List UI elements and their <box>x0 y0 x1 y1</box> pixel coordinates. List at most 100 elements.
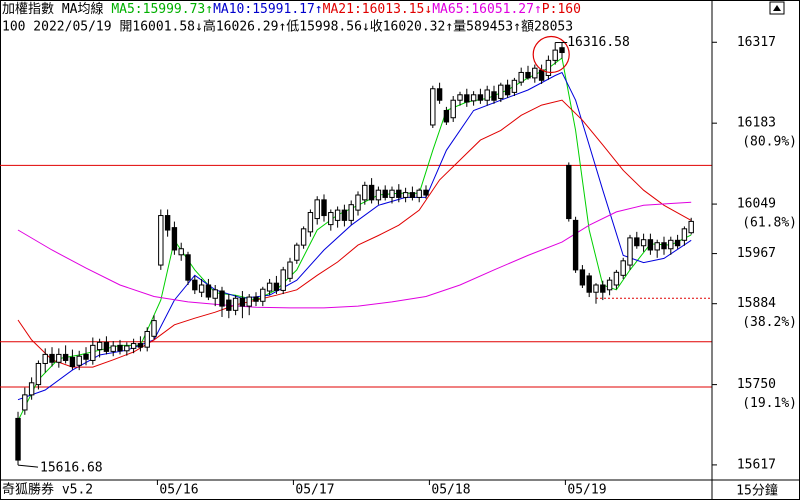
candle-body <box>627 237 633 266</box>
candle-body <box>307 212 314 233</box>
candle-body <box>552 49 558 61</box>
candle-body <box>545 59 552 76</box>
candle-body <box>362 184 368 201</box>
candle-body <box>341 209 348 221</box>
brand: 奇狐勝券 v5.2 <box>2 482 93 498</box>
candle-body <box>525 71 531 79</box>
header-item: MA65:16051.27↑ <box>432 2 542 17</box>
candle-body <box>593 284 599 293</box>
candle-body <box>416 189 422 198</box>
candle-body <box>538 69 545 81</box>
candle-body <box>76 355 82 366</box>
candle-body <box>151 320 157 337</box>
candle-body <box>532 67 538 79</box>
candle-body <box>457 94 463 101</box>
candle-body <box>470 94 477 102</box>
candle-body <box>266 282 273 292</box>
candle-body <box>192 279 198 291</box>
candle-body <box>117 344 123 352</box>
header: 加權指數 MA均線 MA5:15999.73↑MA10:15991.17↑MA2… <box>2 1 581 35</box>
candle-body <box>498 84 504 99</box>
fib-label: (19.1%) <box>742 396 797 411</box>
candle-body <box>613 271 620 286</box>
candle-body <box>389 189 395 198</box>
fib-label: (80.9%) <box>742 135 797 150</box>
candle-body <box>15 417 21 461</box>
y-tick-label: 15967 <box>737 246 776 261</box>
candle-body <box>226 299 232 311</box>
candle-body <box>49 353 55 363</box>
candle-body <box>579 269 586 286</box>
header-item: MA21:16013.15↓ <box>323 2 433 17</box>
candle-body <box>164 215 171 231</box>
candle-body <box>158 215 164 266</box>
info-line: 100 2022/05/19 開16001.58↓高16026.29↑低1599… <box>2 19 573 35</box>
candle-body <box>314 199 320 220</box>
candle-body <box>640 239 647 247</box>
low-annotation: 15616.68 <box>40 461 103 476</box>
candle-body <box>681 228 688 241</box>
candle-body <box>436 88 443 101</box>
candle-body <box>56 353 62 363</box>
candle-body <box>246 296 252 307</box>
y-tick-label: 15617 <box>737 457 776 472</box>
candle-body <box>171 227 178 251</box>
candle-body <box>654 242 660 251</box>
candle-body <box>205 284 212 298</box>
candle-body <box>96 341 103 351</box>
x-tick-label: 05/18 <box>431 483 470 498</box>
candle-body <box>22 394 28 411</box>
candle-body <box>396 189 402 198</box>
header-line: 加權指數 MA均線 MA5:15999.73↑MA10:15991.17↑MA2… <box>2 1 581 17</box>
y-tick-label: 16317 <box>737 35 776 50</box>
candle-body <box>409 192 416 198</box>
highlight-circle <box>532 35 570 74</box>
candle-body <box>491 91 497 101</box>
candle-body <box>355 194 361 211</box>
fib-label: (61.8%) <box>742 216 797 231</box>
candle-body <box>688 220 694 234</box>
header-item: 加權指數 MA均線 <box>2 1 103 17</box>
x-tick-label: 05/16 <box>159 483 198 498</box>
candle-body <box>83 353 89 360</box>
x-tick-label: 05/19 <box>567 483 606 498</box>
candle-body <box>253 296 259 302</box>
candle-body <box>634 237 640 247</box>
candle-body <box>232 297 239 311</box>
candle-body <box>566 164 572 220</box>
candle-body <box>443 109 450 123</box>
period: 15分鐘 <box>736 483 778 499</box>
candle-body <box>402 192 409 198</box>
y-tick-label: 16049 <box>737 197 776 212</box>
candle-body <box>137 343 144 348</box>
candle-body <box>178 248 184 256</box>
header-item: MA5:15999.73↑ <box>111 2 213 17</box>
candle-body <box>674 239 681 247</box>
candle-body <box>62 353 69 361</box>
candle-body <box>130 343 137 349</box>
candle-body <box>280 269 286 291</box>
candle-body <box>239 297 246 307</box>
candle-body <box>212 289 218 299</box>
candle-body <box>273 282 280 291</box>
candle-body <box>185 254 191 281</box>
candle-body <box>219 290 225 307</box>
candle-body <box>423 189 429 196</box>
candle-body <box>294 244 300 261</box>
candle-body <box>477 94 484 101</box>
candle-body <box>110 345 116 352</box>
y-tick-label: 15750 <box>737 377 776 392</box>
candle-body <box>287 261 293 279</box>
ma-line <box>17 99 692 368</box>
candle-body <box>368 184 375 201</box>
candle-body <box>144 330 150 348</box>
candle-body <box>69 356 76 367</box>
candle-body <box>260 288 266 302</box>
ma-line <box>17 201 692 309</box>
candle-body <box>124 345 130 352</box>
y-tick-label: 15884 <box>737 296 776 311</box>
candle-body <box>606 279 613 291</box>
candle-body <box>198 284 205 293</box>
candle-body <box>620 260 626 276</box>
